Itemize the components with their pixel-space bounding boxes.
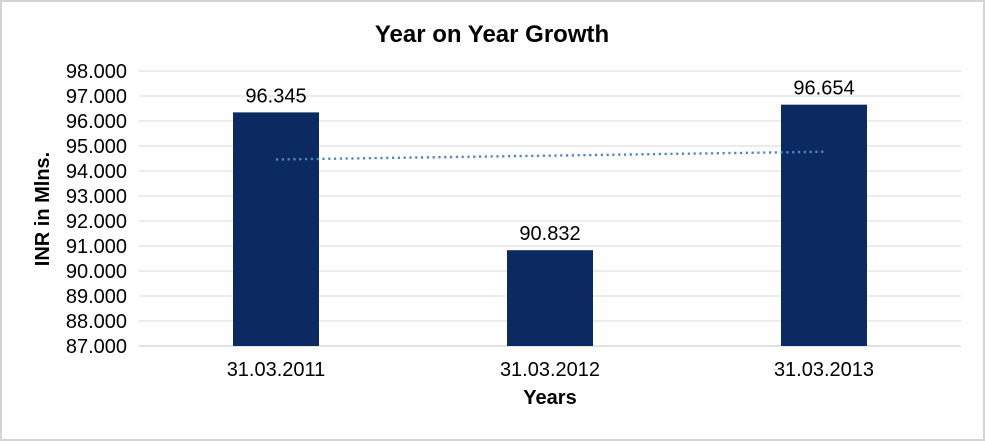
y-tick-label: 94.000 (66, 161, 127, 183)
chart-title: Year on Year Growth (375, 21, 609, 48)
y-tick-label: 97.000 (66, 86, 127, 108)
trendline (275, 150, 825, 161)
x-axis-title: Years (523, 387, 576, 409)
x-tick-label: 31.03.2013 (774, 359, 874, 381)
y-tick-label: 95.000 (66, 136, 127, 158)
y-tick-label: 89.000 (66, 286, 127, 308)
x-tick-label: 31.03.2011 (227, 359, 326, 381)
y-tick-label: 93.000 (66, 186, 127, 208)
y-tick-label: 98.000 (66, 61, 127, 83)
bar-value-label: 96.345 (245, 85, 306, 107)
bar (507, 250, 593, 346)
bar (233, 112, 319, 346)
bar-value-label: 96.654 (793, 78, 854, 100)
y-tick-label: 96.000 (66, 111, 127, 133)
y-tick-label: 88.000 (66, 311, 127, 333)
bar (781, 104, 867, 347)
bars (233, 104, 867, 347)
y-axis-title: INR in Mlns. (32, 152, 54, 266)
y-axis-tick-labels: 87.000 88.000 89.000 90.000 91.000 92.000 93.0… (66, 61, 127, 358)
y-tick-label: 90.000 (66, 261, 127, 283)
bar-value-label: 90.832 (519, 223, 580, 245)
bar-value-labels: 96.345 90.832 96.654 (245, 78, 854, 246)
x-tick-label: 31.03.2012 (500, 359, 600, 381)
y-tick-label: 91.000 (66, 236, 127, 258)
trendline-group (275, 150, 825, 161)
y-tick-label: 87.000 (66, 336, 127, 358)
x-axis-tick-labels: 31.03.2011 31.03.2012 31.03.2013 (227, 359, 874, 381)
y-tick-label: 92.000 (66, 211, 127, 233)
